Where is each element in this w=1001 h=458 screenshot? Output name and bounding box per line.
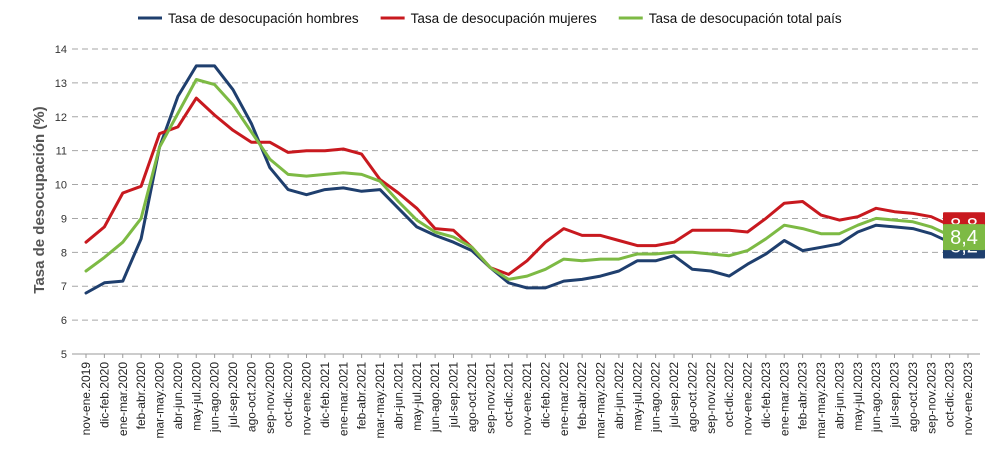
series-line-2 bbox=[84, 78, 970, 281]
x-tick-label: mar-may.2021 bbox=[373, 362, 387, 439]
x-tick-label: sep-nov.2021 bbox=[483, 362, 497, 434]
legend: Tasa de desocupación hombres Tasa de deso… bbox=[138, 11, 842, 26]
x-tick-label: may-jul.2020 bbox=[189, 362, 203, 431]
series-line-0 bbox=[84, 64, 970, 295]
x-tick-label: dic-feb.2023 bbox=[759, 362, 773, 428]
y-tick-label: 14 bbox=[55, 44, 67, 56]
legend-label-0: Tasa de desocupación hombres bbox=[168, 11, 359, 26]
y-tick-label: 7 bbox=[61, 281, 67, 293]
x-tick-label: nov-ene.2019 bbox=[79, 362, 93, 436]
x-tick-label: jul-sep.2021 bbox=[447, 362, 461, 429]
y-tick-label: 9 bbox=[61, 213, 67, 225]
y-tick-label: 5 bbox=[61, 349, 67, 361]
x-tick-label: abr-jun.2021 bbox=[391, 362, 405, 430]
y-tick-label: 11 bbox=[56, 146, 67, 158]
x-tick-label: mar-may.2023 bbox=[814, 362, 828, 439]
x-tick-label: nov-ene.2020 bbox=[300, 362, 314, 436]
y-axis-label: Tasa de desocupación (%) bbox=[31, 106, 48, 293]
y-tick-label: 8 bbox=[61, 247, 67, 259]
x-tick-label: oct-dic.2021 bbox=[502, 362, 516, 428]
x-tick-label: feb-abr.2022 bbox=[575, 362, 589, 430]
end-value-labels: 8,28,88,4 bbox=[943, 212, 985, 259]
x-tick-label: dic-feb.2022 bbox=[538, 362, 552, 428]
x-tick-label: dic-feb.2020 bbox=[97, 362, 111, 428]
x-tick-label: oct-dic.2020 bbox=[281, 362, 295, 428]
x-tick-label: mar-may.2022 bbox=[594, 362, 608, 439]
legend-label-2: Tasa de desocupación total país bbox=[649, 11, 842, 26]
x-tick-label: jun-ago.2022 bbox=[649, 362, 663, 433]
end-label-box-2 bbox=[943, 224, 985, 251]
x-tick-label: abr-jun.2020 bbox=[171, 362, 185, 430]
x-tick-label: jun-ago.2023 bbox=[869, 362, 883, 433]
x-tick-label: sep-nov.2022 bbox=[704, 362, 718, 434]
x-tick-label: may-jul.2021 bbox=[410, 362, 424, 431]
x-tick-label: ene-mar.2022 bbox=[557, 362, 571, 436]
x-tick-label: sep-nov.2020 bbox=[263, 362, 277, 434]
x-tick-label: sep-nov.2023 bbox=[924, 362, 938, 434]
gridlines bbox=[72, 48, 980, 355]
x-tick-label: may-jul.2022 bbox=[630, 362, 644, 431]
x-tick-label: oct-dic.2022 bbox=[722, 362, 736, 428]
x-tick-label: jul-sep.2023 bbox=[888, 362, 902, 429]
x-tick-label: ago-oct.2021 bbox=[465, 362, 479, 432]
x-tick-label: nov-ene.2022 bbox=[741, 362, 755, 436]
x-tick-label: oct-dic.2023 bbox=[943, 362, 957, 428]
x-tick-label: may-jul.2023 bbox=[851, 362, 865, 431]
x-tick-label: nov-ene.2021 bbox=[520, 362, 534, 436]
series-lines bbox=[84, 64, 970, 295]
series-line-1 bbox=[84, 96, 970, 276]
x-tick-label: dic-feb.2021 bbox=[318, 362, 332, 428]
x-tick-label: abr-jun.2022 bbox=[612, 362, 626, 430]
x-tick-label: ago-oct.2020 bbox=[244, 362, 258, 432]
x-tick-label: jun-ago.2021 bbox=[428, 362, 442, 433]
y-axis-ticks: 5 6 7 8 9 10 11 12 13 14 bbox=[55, 44, 67, 361]
x-tick-label: jun-ago.2020 bbox=[208, 362, 222, 433]
end-label-text-2: 8,4 bbox=[950, 227, 978, 249]
x-tick-label: ene-mar.2023 bbox=[777, 362, 791, 436]
x-tick-label: jul-sep.2022 bbox=[667, 362, 681, 429]
x-tick-label: ago-oct.2023 bbox=[906, 362, 920, 432]
legend-label-1: Tasa de desocupación mujeres bbox=[411, 11, 597, 26]
x-tick-label: mar-may.2020 bbox=[153, 362, 167, 439]
y-tick-label: 6 bbox=[61, 315, 67, 327]
y-tick-label: 10 bbox=[55, 180, 67, 192]
y-tick-label: 13 bbox=[55, 78, 67, 90]
x-tick-label: feb-abr.2021 bbox=[355, 362, 369, 430]
x-tick-label: ene-mar.2020 bbox=[116, 362, 130, 436]
x-tick-label: ago-oct.2022 bbox=[685, 362, 699, 432]
x-tick-label: feb-abr.2023 bbox=[796, 362, 810, 430]
x-tick-label: ene-mar.2021 bbox=[336, 362, 350, 436]
x-axis-ticks: nov-ene.2019 dic-feb.2020 ene-mar.2020 feb-… bbox=[79, 354, 975, 438]
x-tick-label: jul-sep.2020 bbox=[226, 362, 240, 429]
x-tick-label: abr-jun.2023 bbox=[832, 362, 846, 430]
x-tick-label: nov-ene.2023 bbox=[961, 362, 975, 436]
x-tick-label: feb-abr.2020 bbox=[134, 362, 148, 430]
y-tick-label: 12 bbox=[55, 112, 67, 124]
